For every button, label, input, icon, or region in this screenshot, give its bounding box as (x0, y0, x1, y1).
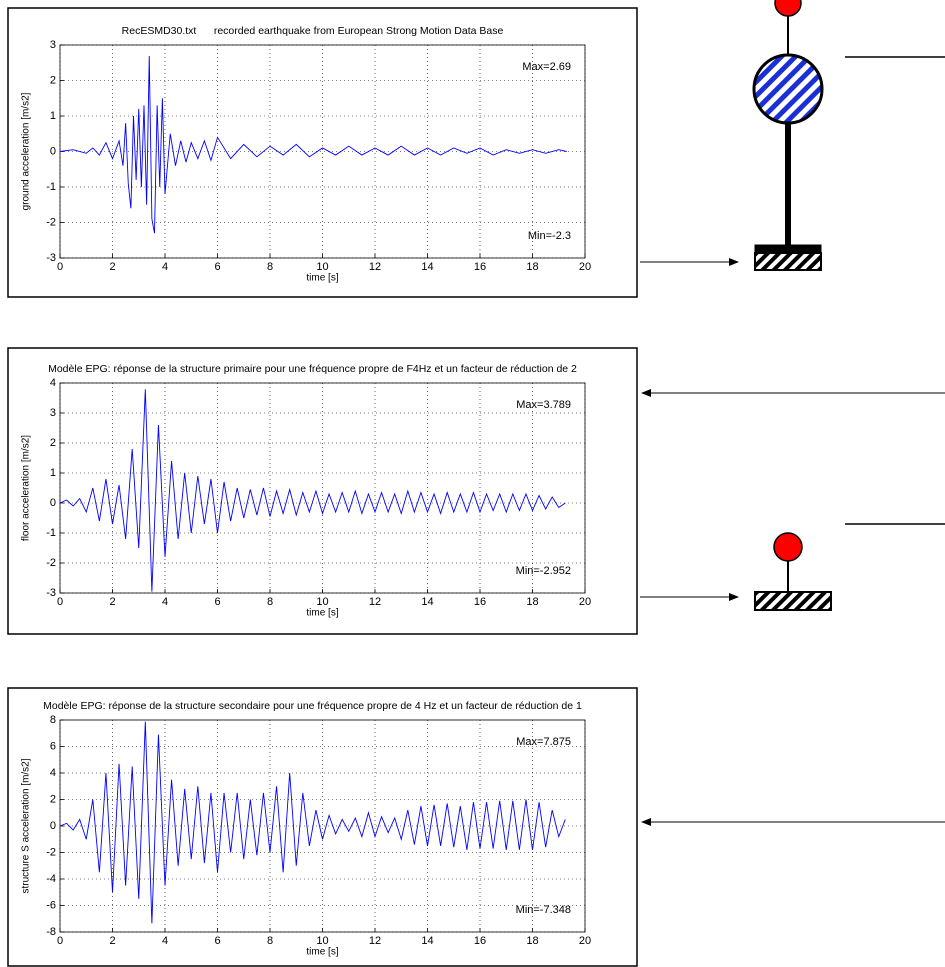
x-tick-label: 0 (57, 261, 63, 273)
y-tick-label: 8 (50, 714, 56, 726)
y-tick-label: 2 (50, 793, 56, 805)
y-tick-label: -1 (46, 527, 56, 539)
ground (754, 252, 822, 271)
x-tick-label: 8 (267, 935, 273, 947)
x-tick-label: 20 (579, 935, 591, 947)
y-tick-label: 0 (50, 820, 56, 832)
x-tick-label: 6 (214, 596, 220, 608)
chart-title: Modèle EPG: réponse de la structure prim… (48, 363, 577, 375)
x-tick-label: 12 (369, 596, 381, 608)
floor (754, 591, 832, 611)
secondary-mass (773, 532, 803, 562)
x-tick-label: 16 (474, 261, 486, 273)
x-tick-label: 16 (474, 596, 486, 608)
max-annotation: Max=3.789 (516, 399, 571, 411)
chart-panel: 0 2 4 6 8 10 12 14 16 18 20-3-2-10123RecESMD30.txt… (7, 7, 638, 298)
x-tick-label: 12 (369, 935, 381, 947)
x-axis-label: time [s] (306, 947, 338, 958)
y-tick-label: -2 (46, 557, 56, 569)
min-annotation: Min=-2.3 (528, 230, 571, 242)
y-tick-label: 2 (50, 437, 56, 449)
x-tick-label: 2 (109, 596, 115, 608)
y-tick-label: 4 (50, 377, 56, 389)
x-tick-label: 4 (162, 261, 168, 273)
x-tick-label: 2 (109, 261, 115, 273)
y-tick-label: 0 (50, 145, 56, 157)
y-tick-label: -2 (46, 216, 56, 228)
chart-title: RecESMD30.txt recorded earthquake from E… (122, 25, 504, 37)
y-axis-label: floor acceleration [m/s2] (21, 435, 32, 541)
x-tick-label: 16 (474, 935, 486, 947)
structure-diagram (640, 0, 945, 826)
min-annotation: Min=-2.952 (516, 565, 571, 577)
y-tick-label: -2 (46, 846, 56, 858)
max-annotation: Max=2.69 (522, 61, 571, 73)
data-line (59, 721, 566, 924)
y-tick-label: 1 (50, 110, 56, 122)
x-tick-label: 14 (421, 596, 433, 608)
x-tick-label: 8 (267, 596, 273, 608)
secondary-mass (774, 0, 802, 17)
x-tick-label: 4 (162, 935, 168, 947)
x-axis-label: time [s] (306, 273, 338, 284)
x-tick-label: 4 (162, 596, 168, 608)
x-tick-label: 14 (421, 261, 433, 273)
primary-mass (752, 53, 824, 125)
x-tick-label: 18 (526, 261, 538, 273)
y-axis-label: ground acceleration [m/s2] (21, 92, 32, 210)
x-tick-label: 12 (369, 261, 381, 273)
y-tick-label: 3 (50, 39, 56, 51)
y-tick-label: -3 (46, 587, 56, 599)
y-tick-label: 1 (50, 467, 56, 479)
y-tick-label: 4 (50, 767, 56, 779)
data-line (59, 389, 566, 592)
x-tick-label: 6 (214, 261, 220, 273)
x-tick-label: 2 (109, 935, 115, 947)
x-tick-label: 18 (526, 596, 538, 608)
x-tick-label: 6 (214, 935, 220, 947)
x-tick-label: 8 (267, 261, 273, 273)
x-tick-label: 0 (57, 935, 63, 947)
y-tick-label: -1 (46, 181, 56, 193)
y-tick-label: 2 (50, 74, 56, 86)
y-tick-label: -8 (46, 926, 56, 938)
min-annotation: Min=-7.348 (516, 904, 571, 916)
max-annotation: Max=7.875 (516, 736, 571, 748)
data-line (59, 56, 567, 234)
y-tick-label: 0 (50, 497, 56, 509)
chart-title: Modèle EPG: réponse de la structure seco… (43, 700, 582, 712)
y-tick-label: -3 (46, 252, 56, 264)
plot-area (59, 44, 586, 259)
y-axis-label: structure S acceleration [m/s2] (21, 758, 32, 893)
x-tick-label: 14 (421, 935, 433, 947)
chart-panel: 0 2 4 6 8 10 12 14 16 18 20 -8 -6 -4 -2 0 2 4 6 8 Modèle EPG… (7, 687, 638, 967)
base-plate (754, 244, 822, 254)
x-tick-label: 10 (316, 596, 328, 608)
x-tick-label: 10 (316, 935, 328, 947)
x-tick-label: 20 (579, 261, 591, 273)
y-tick-label: 6 (50, 740, 56, 752)
y-tick-label: 3 (50, 407, 56, 419)
y-tick-label: -4 (46, 873, 56, 885)
x-tick-label: 0 (57, 596, 63, 608)
x-tick-label: 20 (579, 596, 591, 608)
x-tick-label: 10 (316, 261, 328, 273)
x-tick-label: 18 (526, 935, 538, 947)
x-axis-label: time [s] (306, 608, 338, 619)
y-tick-label: -6 (46, 899, 56, 911)
